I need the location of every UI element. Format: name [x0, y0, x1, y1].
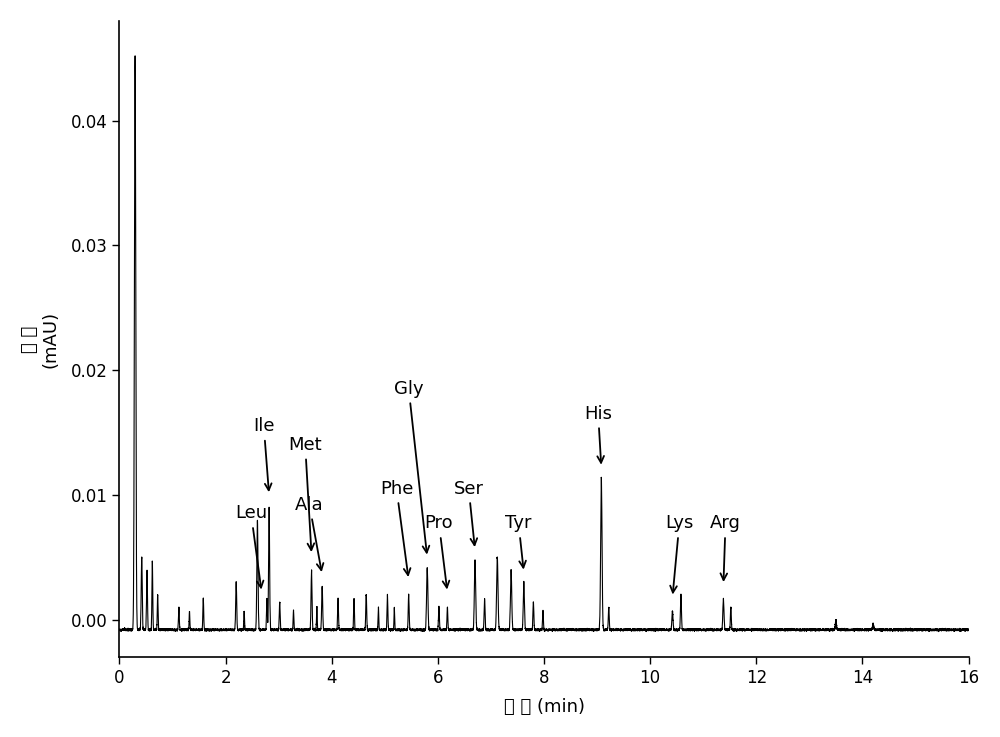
Text: Phe: Phe: [380, 480, 413, 575]
Text: Lys: Lys: [665, 514, 694, 593]
Text: Arg: Arg: [710, 514, 741, 580]
Y-axis label: 峰 高
(mAU): 峰 高 (mAU): [21, 310, 60, 368]
Text: His: His: [584, 405, 612, 463]
Text: Ser: Ser: [454, 480, 484, 545]
Text: Gly: Gly: [394, 380, 429, 553]
Text: Tyr: Tyr: [505, 514, 532, 567]
Text: Met: Met: [288, 436, 322, 550]
Text: Leu: Leu: [235, 505, 267, 587]
Text: Ala: Ala: [295, 496, 324, 570]
X-axis label: 时 间 (min): 时 间 (min): [504, 698, 585, 716]
Text: Pro: Pro: [425, 514, 453, 587]
Text: Ile: Ile: [253, 417, 275, 490]
